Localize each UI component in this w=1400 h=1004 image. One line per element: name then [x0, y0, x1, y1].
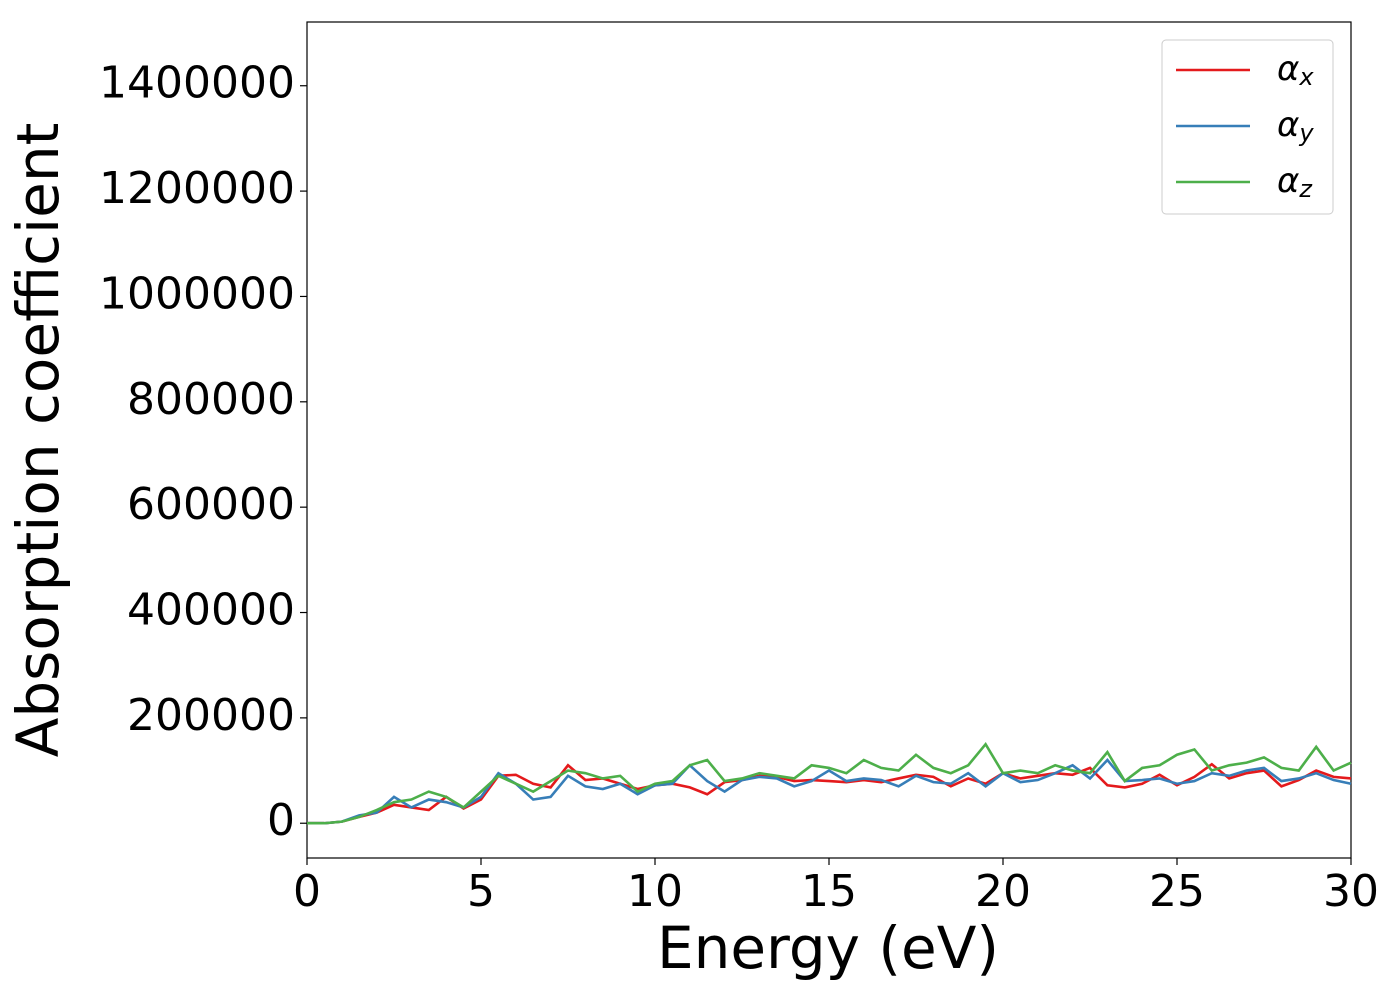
x-tick-label: 5	[467, 866, 495, 917]
legend-label: αx	[1277, 49, 1314, 92]
x-axis-label: Energy (eV)	[657, 914, 999, 982]
y-tick-label: 1200000	[99, 163, 295, 214]
data-line	[307, 758, 1352, 825]
x-tick-label: 30	[1323, 866, 1379, 917]
y-tick-label: 1000000	[99, 268, 295, 319]
x-tick-label: 15	[801, 866, 857, 917]
x-tick-label: 10	[627, 866, 683, 917]
y-tick-label: 600000	[127, 479, 295, 530]
y-tick-label: 800000	[127, 374, 295, 425]
y-axis-label: Absorption coefficient	[4, 123, 72, 758]
x-tick-label: 0	[293, 866, 321, 917]
y-tick-label: 1400000	[99, 58, 295, 109]
data-line	[307, 762, 1352, 825]
y-tick-label: 400000	[127, 585, 295, 636]
y-tick-label: 200000	[127, 690, 295, 741]
x-tick-label: 25	[1149, 866, 1205, 917]
legend-label: αz	[1277, 161, 1313, 204]
legend-label: αy	[1277, 105, 1314, 148]
x-tick-label: 20	[975, 866, 1031, 917]
data-line	[307, 741, 1352, 825]
y-tick-label: 0	[267, 795, 295, 846]
